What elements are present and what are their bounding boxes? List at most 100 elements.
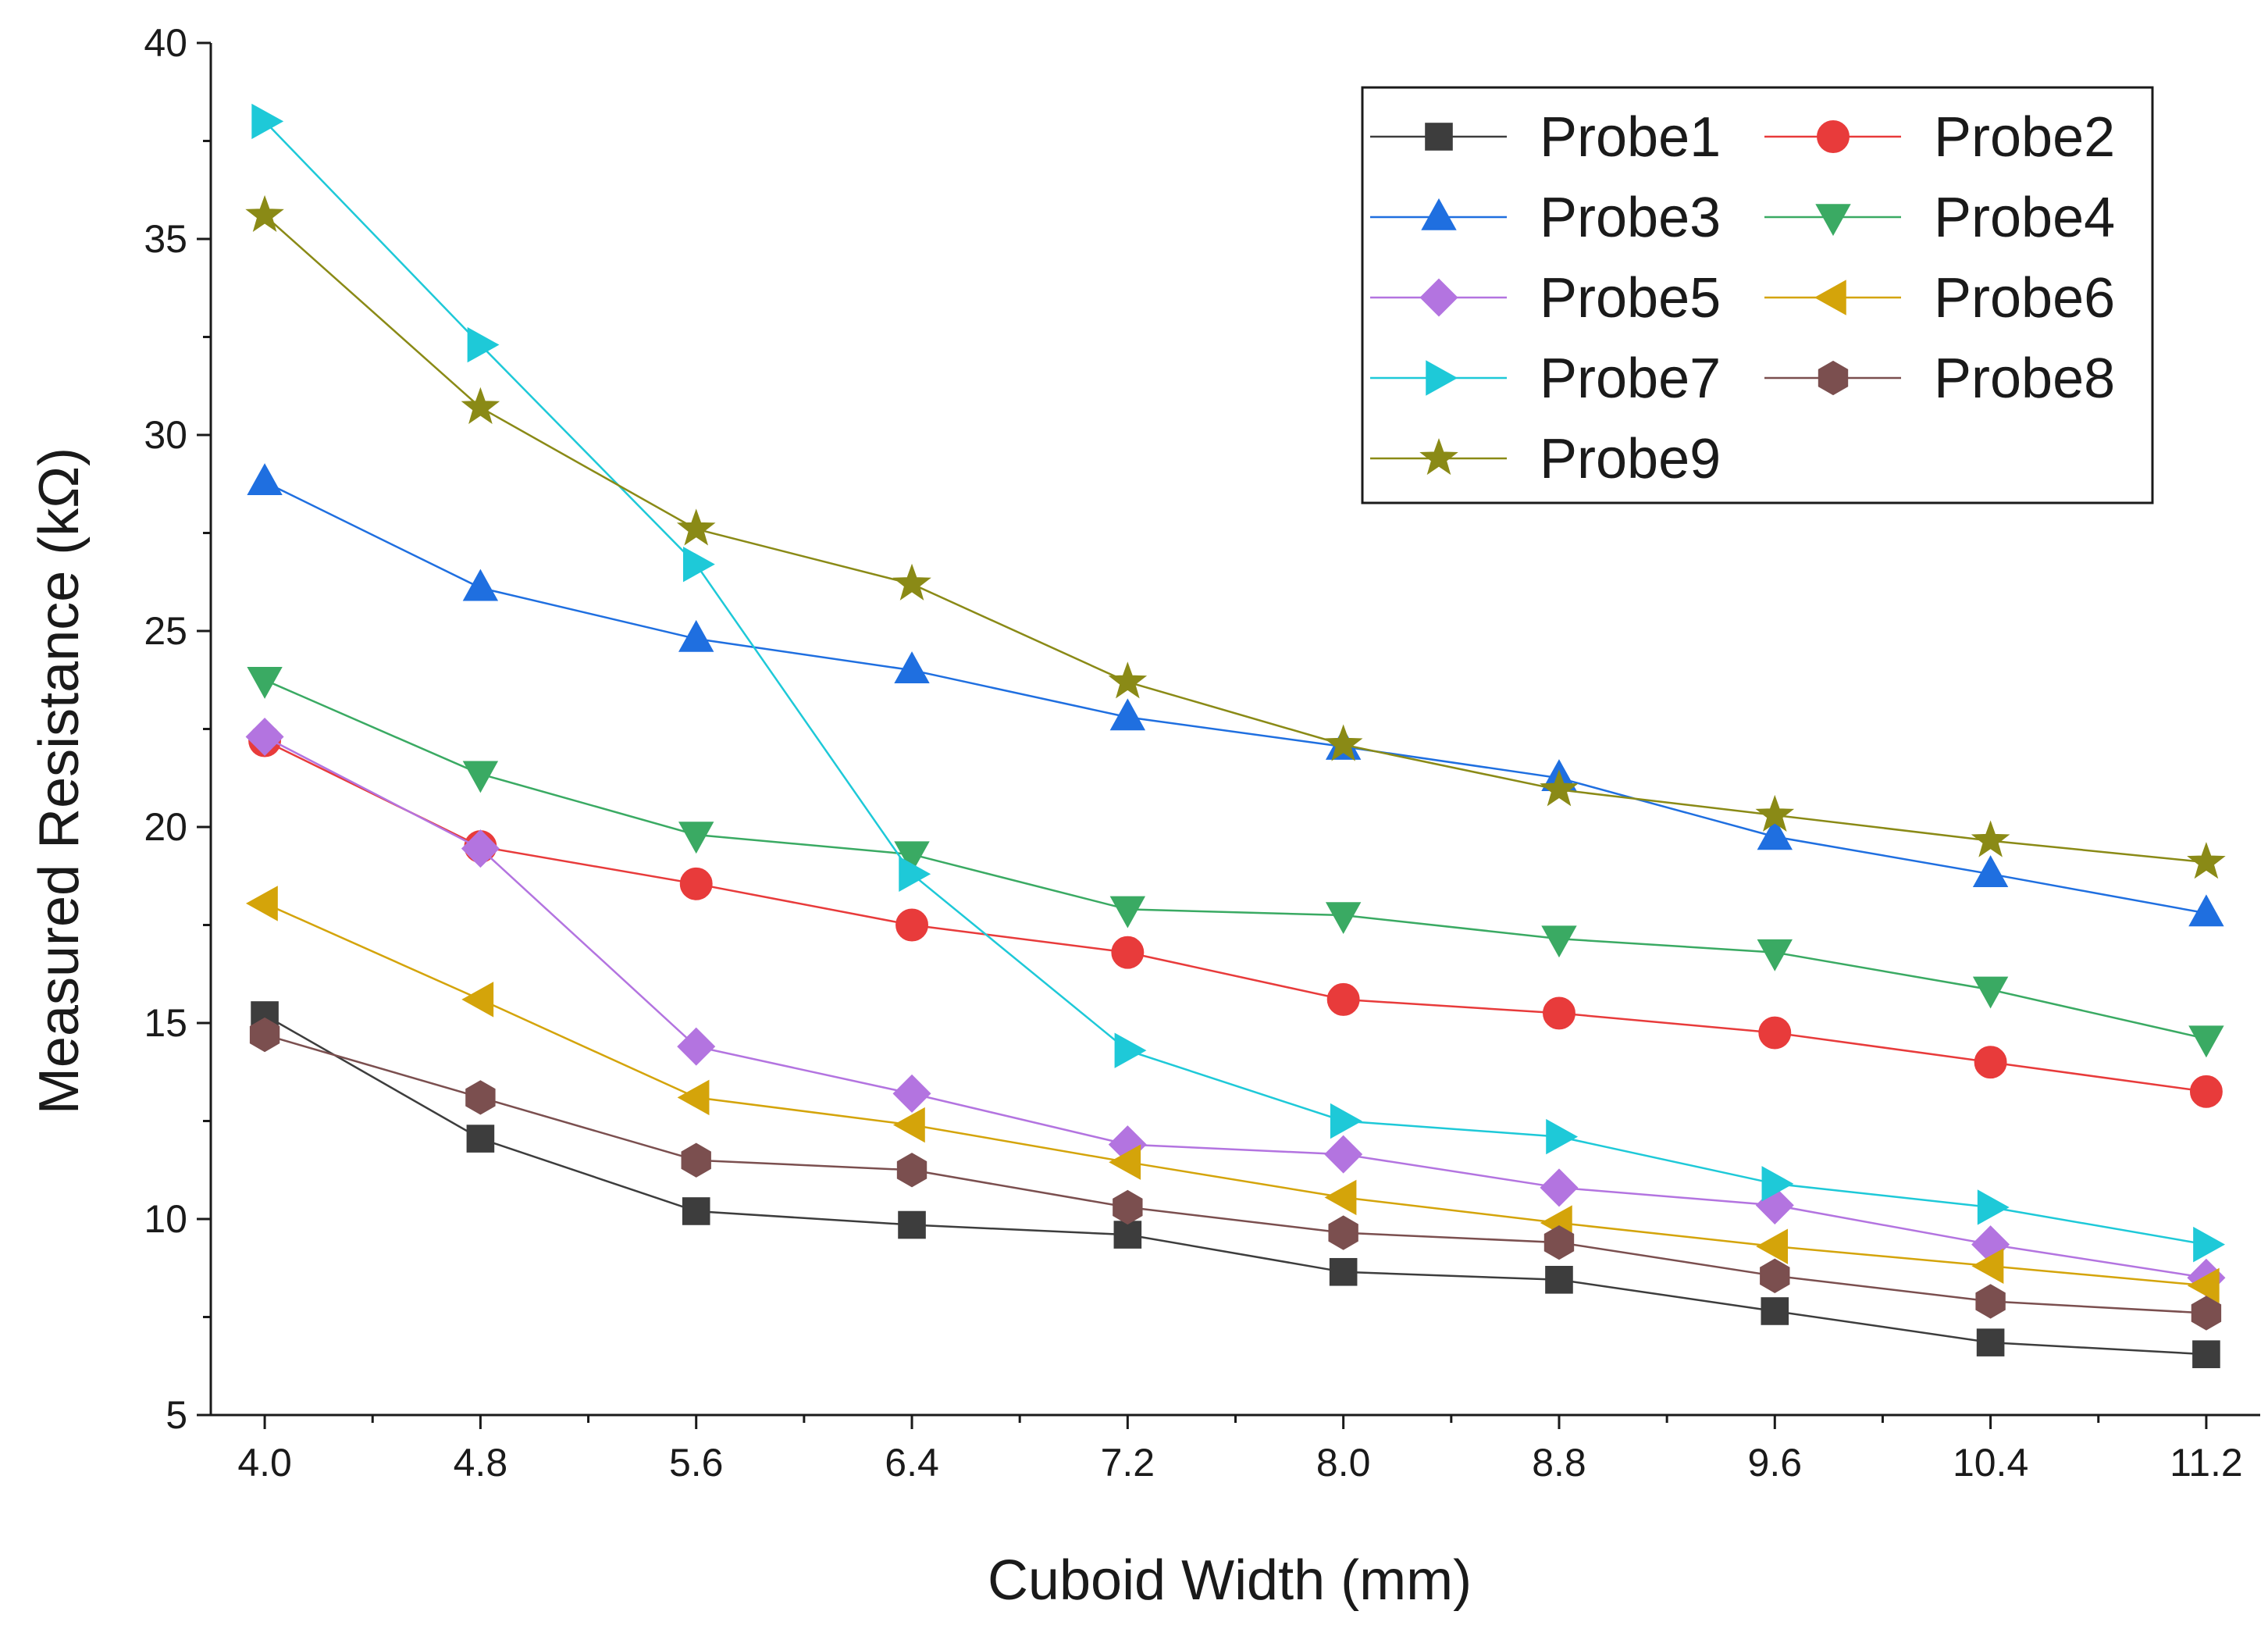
probe1-point xyxy=(898,1210,926,1239)
probe1-point xyxy=(1113,1221,1142,1249)
probe6-point xyxy=(1756,1228,1789,1264)
probe2-point xyxy=(1543,996,1575,1030)
probe8-point xyxy=(1113,1189,1143,1225)
y-tick-label: 15 xyxy=(144,1001,187,1045)
x-tick-label: 4.8 xyxy=(454,1441,508,1485)
probe9-line xyxy=(264,214,2207,864)
probe2-point xyxy=(1111,936,1145,969)
series-probe8 xyxy=(249,1017,2222,1331)
probe4-point xyxy=(247,667,283,699)
probe2-point xyxy=(1758,1016,1792,1050)
legend-label: Probe6 xyxy=(1934,267,2115,330)
legend-label: Probe1 xyxy=(1540,106,1721,169)
legend-box xyxy=(1361,86,2154,504)
probe7-point xyxy=(467,326,500,363)
probe7-point xyxy=(1761,1166,1794,1202)
y-tick-label: 40 xyxy=(144,21,187,65)
probe8-point xyxy=(1543,1224,1575,1260)
probe8-point xyxy=(249,1017,280,1053)
probe7-point xyxy=(899,856,931,892)
x-axis-title: Cuboid Width (mm) xyxy=(988,1549,1472,1612)
probe2-point xyxy=(679,867,713,900)
probe8-point xyxy=(1975,1284,2006,1319)
probe3-point xyxy=(1757,818,1793,850)
y-tick-label: 35 xyxy=(144,217,187,261)
probe1-point xyxy=(682,1197,710,1225)
probe5-point xyxy=(245,718,284,757)
probe5-point xyxy=(677,1027,716,1066)
legend-label: Probe7 xyxy=(1540,348,1721,410)
probe2-line xyxy=(264,740,2207,1093)
legend-label: Probe4 xyxy=(1934,187,2115,249)
probe9-point xyxy=(1971,820,2010,857)
series-probe9 xyxy=(245,194,2226,879)
legend-item-probe4: Probe4 xyxy=(1764,187,2115,249)
probe6-point xyxy=(1324,1179,1357,1216)
y-axis-title: Measured Resistance (kΩ) xyxy=(28,447,91,1114)
legend-item-probe7: Probe7 xyxy=(1370,348,1721,410)
x-tick-label: 5.6 xyxy=(669,1441,724,1485)
probe9-point xyxy=(676,508,716,546)
probe2-point xyxy=(895,908,928,942)
legend-marker xyxy=(1814,280,1846,315)
probe7-point xyxy=(1114,1032,1147,1068)
probe5-point xyxy=(1324,1135,1363,1174)
legend-marker xyxy=(1419,278,1458,317)
probe8-point xyxy=(681,1142,711,1178)
y-tick-label: 20 xyxy=(144,805,187,849)
legend-marker xyxy=(1426,360,1458,396)
probe6-point xyxy=(892,1107,925,1143)
probe3-point xyxy=(2188,894,2224,927)
probe8-point xyxy=(896,1153,927,1188)
probe1-line xyxy=(264,1014,2206,1356)
probe8-point xyxy=(1328,1215,1358,1250)
x-tick-label: 10.4 xyxy=(1953,1441,2028,1485)
legend-marker xyxy=(1817,120,1850,153)
probe6-point xyxy=(245,886,278,921)
probe9-point xyxy=(1540,769,1579,807)
probe1-point xyxy=(1329,1257,1358,1286)
legend-item-probe5: Probe5 xyxy=(1370,267,1721,330)
probe1-point xyxy=(1976,1328,2005,1356)
probe4-point xyxy=(1972,976,2009,1009)
probe4-point xyxy=(1757,939,1793,971)
probe7-point xyxy=(2193,1226,2226,1263)
probe2-point xyxy=(2189,1075,2223,1108)
x-axis: 4.0 4.8 5.6 6.4 7.2 8.0 8.8 9.6 10.4 11.2 xyxy=(237,1415,2243,1485)
probe4-point xyxy=(894,841,930,874)
probe1-point xyxy=(1545,1266,1573,1294)
legend-item-probe9: Probe9 xyxy=(1370,428,1721,490)
x-tick-label: 4.0 xyxy=(237,1441,292,1485)
legend-marker xyxy=(1419,437,1458,476)
legend-item-probe1: Probe1 xyxy=(1370,106,1721,169)
probe7-point xyxy=(1546,1118,1579,1155)
probe3-point xyxy=(247,463,283,495)
probe9-point xyxy=(1108,661,1148,699)
y-tick-label: 25 xyxy=(144,609,187,653)
probe5-point xyxy=(461,829,500,868)
legend-item-probe2: Probe2 xyxy=(1764,106,2115,169)
probe6-point xyxy=(2187,1267,2220,1304)
legend-marker xyxy=(1815,204,1851,237)
legend-label: Probe9 xyxy=(1540,428,1721,490)
probe6-point xyxy=(1971,1248,2004,1284)
legend-item-probe3: Probe3 xyxy=(1370,187,1721,249)
probe1-point xyxy=(466,1125,495,1153)
y-tick-label: 10 xyxy=(144,1197,187,1241)
probe5-point xyxy=(1540,1168,1579,1207)
x-tick-label: 9.6 xyxy=(1748,1441,1803,1485)
probe6-point xyxy=(1109,1144,1141,1180)
probe9-point xyxy=(1323,724,1363,761)
probe4-line xyxy=(264,679,2207,1040)
series-probe7 xyxy=(251,103,2226,1263)
probe9-point xyxy=(245,194,284,232)
probe5-line xyxy=(264,736,2207,1279)
legend-item-probe6: Probe6 xyxy=(1764,267,2115,330)
series-probe2 xyxy=(248,724,2223,1108)
probe4-point xyxy=(462,761,499,793)
probe9-point xyxy=(461,387,500,424)
series-layer xyxy=(245,103,2226,1368)
probe8-point xyxy=(1760,1258,1790,1293)
probe6-point xyxy=(677,1079,710,1116)
y-axis: 5 10 15 20 25 30 35 40 xyxy=(144,21,211,1437)
